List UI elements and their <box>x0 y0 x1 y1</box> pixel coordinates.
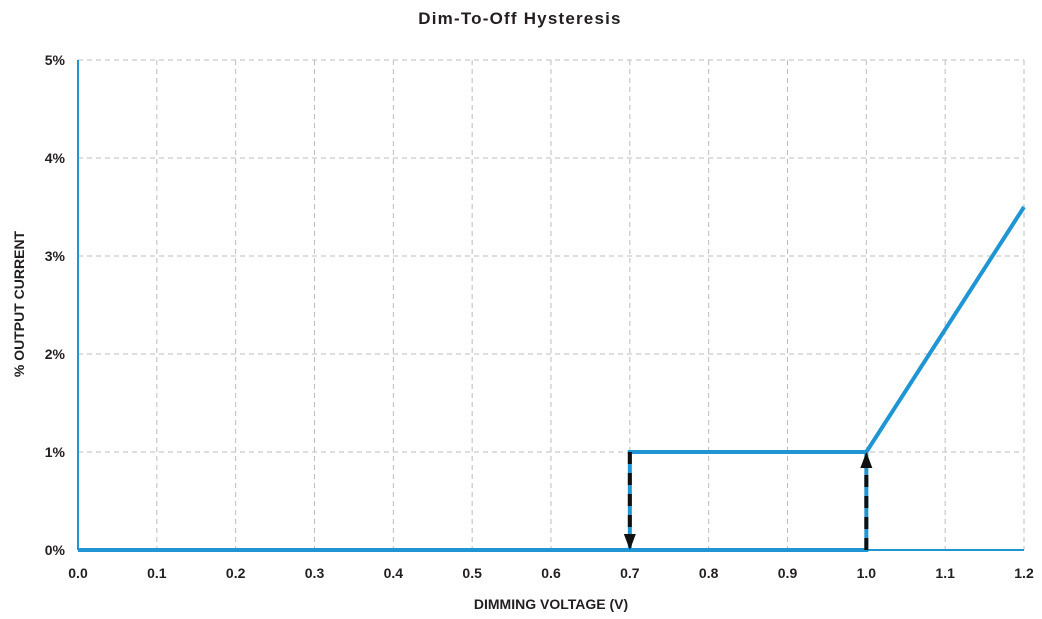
x-tick-labels: 0.0 0.1 0.2 0.3 0.4 0.5 0.6 0.7 0.8 0.9 1.0 1.1 1.2 <box>68 565 1034 581</box>
x-tick-label: 0.1 <box>147 565 167 581</box>
x-tick-label: 0.6 <box>541 565 561 581</box>
y-tick-labels: 0% 1% 2% 3% 4% 5% <box>45 52 66 558</box>
y-tick-label: 5% <box>45 52 66 68</box>
x-tick-label: 0.3 <box>305 565 325 581</box>
y-tick-label: 4% <box>45 150 66 166</box>
x-axis-label: DIMMING VOLTAGE (V) <box>474 596 628 612</box>
y-axis-label: % OUTPUT CURRENT <box>11 230 27 377</box>
gridlines <box>78 59 1025 550</box>
x-tick-label: 0.2 <box>226 565 246 581</box>
x-tick-label: 0.0 <box>68 565 88 581</box>
y-tick-label: 3% <box>45 248 66 264</box>
y-tick-label: 1% <box>45 444 66 460</box>
x-tick-label: 0.9 <box>778 565 798 581</box>
x-tick-label: 1.2 <box>1014 565 1034 581</box>
x-tick-label: 1.1 <box>935 565 955 581</box>
x-tick-label: 1.0 <box>857 565 877 581</box>
x-tick-label: 0.4 <box>384 565 404 581</box>
chart-title: Dim-To-Off Hysteresis <box>418 9 621 28</box>
x-tick-label: 0.7 <box>620 565 640 581</box>
series-line-2 <box>627 450 867 550</box>
x-tick-label: 0.8 <box>699 565 719 581</box>
x-tick-label: 0.5 <box>462 565 482 581</box>
arrow-head-down <box>623 534 636 550</box>
y-tick-label: 2% <box>45 346 66 362</box>
arrow-head-up <box>860 452 873 468</box>
y-tick-label: 0% <box>45 542 66 558</box>
hysteresis-arrows <box>623 452 873 550</box>
